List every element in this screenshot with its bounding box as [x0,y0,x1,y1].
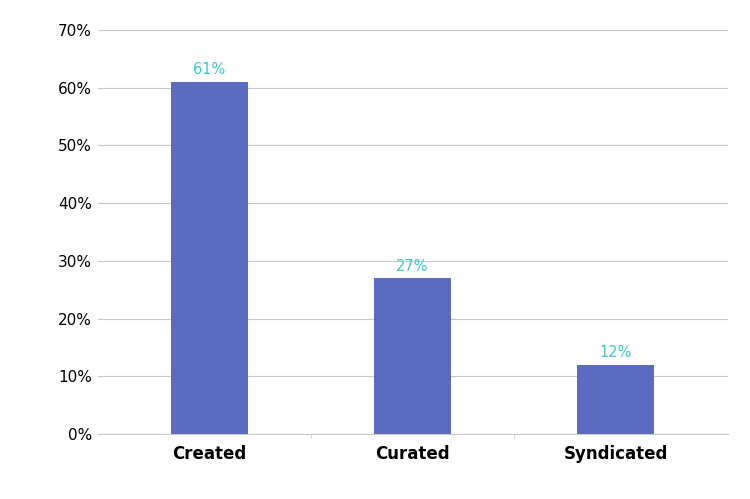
Text: 12%: 12% [599,345,632,360]
Text: 61%: 61% [194,62,226,77]
Bar [171,82,248,434]
Bar [374,278,451,434]
Bar [577,365,654,434]
Text: 27%: 27% [396,258,429,273]
